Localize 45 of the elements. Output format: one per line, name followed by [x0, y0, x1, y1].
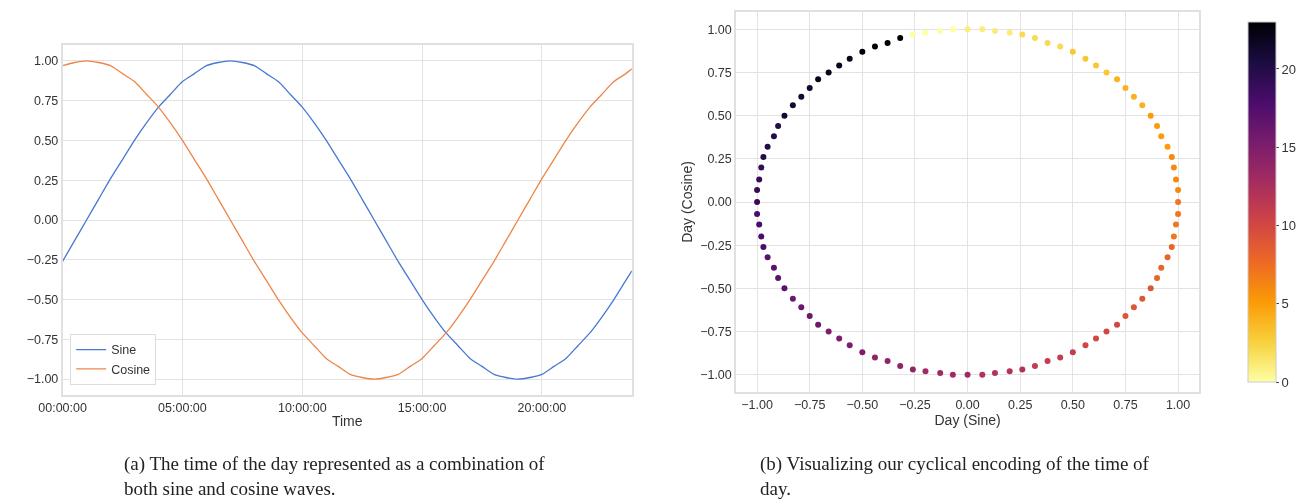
- legend-label: Sine: [111, 343, 137, 358]
- y-tick-label: 0.75: [34, 94, 59, 109]
- x-tick-label: −1.00: [741, 397, 773, 412]
- x-tick-label: −0.75: [793, 397, 826, 412]
- y-tick-label: −0.50: [700, 281, 732, 296]
- y-tick-label: 1.00: [34, 54, 59, 69]
- y-tick-label: −1.00: [700, 368, 732, 383]
- y-tick-label: −0.50: [26, 292, 59, 307]
- x-tick-label: 05:00:00: [158, 400, 207, 415]
- x-tick-label: 0.75: [1113, 397, 1138, 412]
- y-tick-label: −1.00: [26, 372, 59, 387]
- text: (a) The time of the day represented as a combination of both sine and cosine waves.: [124, 453, 546, 499]
- y-axis-title: Day (Cosine): [679, 161, 696, 243]
- x-tick-label: −0.50: [846, 397, 879, 412]
- color-bar-label: 15: [1281, 139, 1297, 155]
- x-axis-title: Day (Sine): [934, 411, 1001, 428]
- y-tick-label: −0.75: [26, 332, 59, 347]
- x-tick-label: 1.00: [1165, 397, 1191, 412]
- x-axis-title: Time: [331, 412, 363, 429]
- legend-label: Cosine: [111, 362, 151, 377]
- y-tick-label: 0.25: [707, 152, 732, 167]
- y-tick-label: −0.25: [700, 238, 732, 253]
- y-tick-label: 0.00: [34, 213, 59, 228]
- color-bar-label: 10: [1281, 218, 1297, 234]
- y-tick-label: −0.25: [26, 253, 59, 268]
- x-tick-label: 10:00:00: [277, 400, 327, 415]
- y-tick-label: 0.25: [34, 173, 59, 188]
- x-tick-label: 0.50: [1060, 397, 1086, 412]
- text: (b) Visualizing our cyclical encoding of the time of day.: [760, 453, 1150, 499]
- x-tick-label: −0.25: [899, 397, 931, 412]
- x-tick-label: 00:00:00: [38, 400, 87, 415]
- x-tick-label: 0.25: [1008, 397, 1033, 412]
- y-tick-label: 0.50: [34, 133, 59, 148]
- y-tick-label: −0.75: [700, 324, 732, 339]
- y-tick-label: 0.50: [707, 109, 732, 124]
- color-bar-label: 0: [1281, 374, 1289, 390]
- x-tick-label: 20:00:00: [517, 400, 567, 415]
- color-bar-label: 5: [1281, 296, 1289, 312]
- x-tick-label: 15:00:00: [397, 400, 447, 415]
- line-series: [62, 60, 632, 380]
- y-tick-label: 0.75: [707, 65, 732, 80]
- y-tick-label: 1.00: [707, 22, 732, 37]
- color-bar-label: 20: [1281, 61, 1297, 77]
- x-tick-label: 0.00: [955, 397, 980, 412]
- y-tick-label: 0.00: [707, 195, 732, 210]
